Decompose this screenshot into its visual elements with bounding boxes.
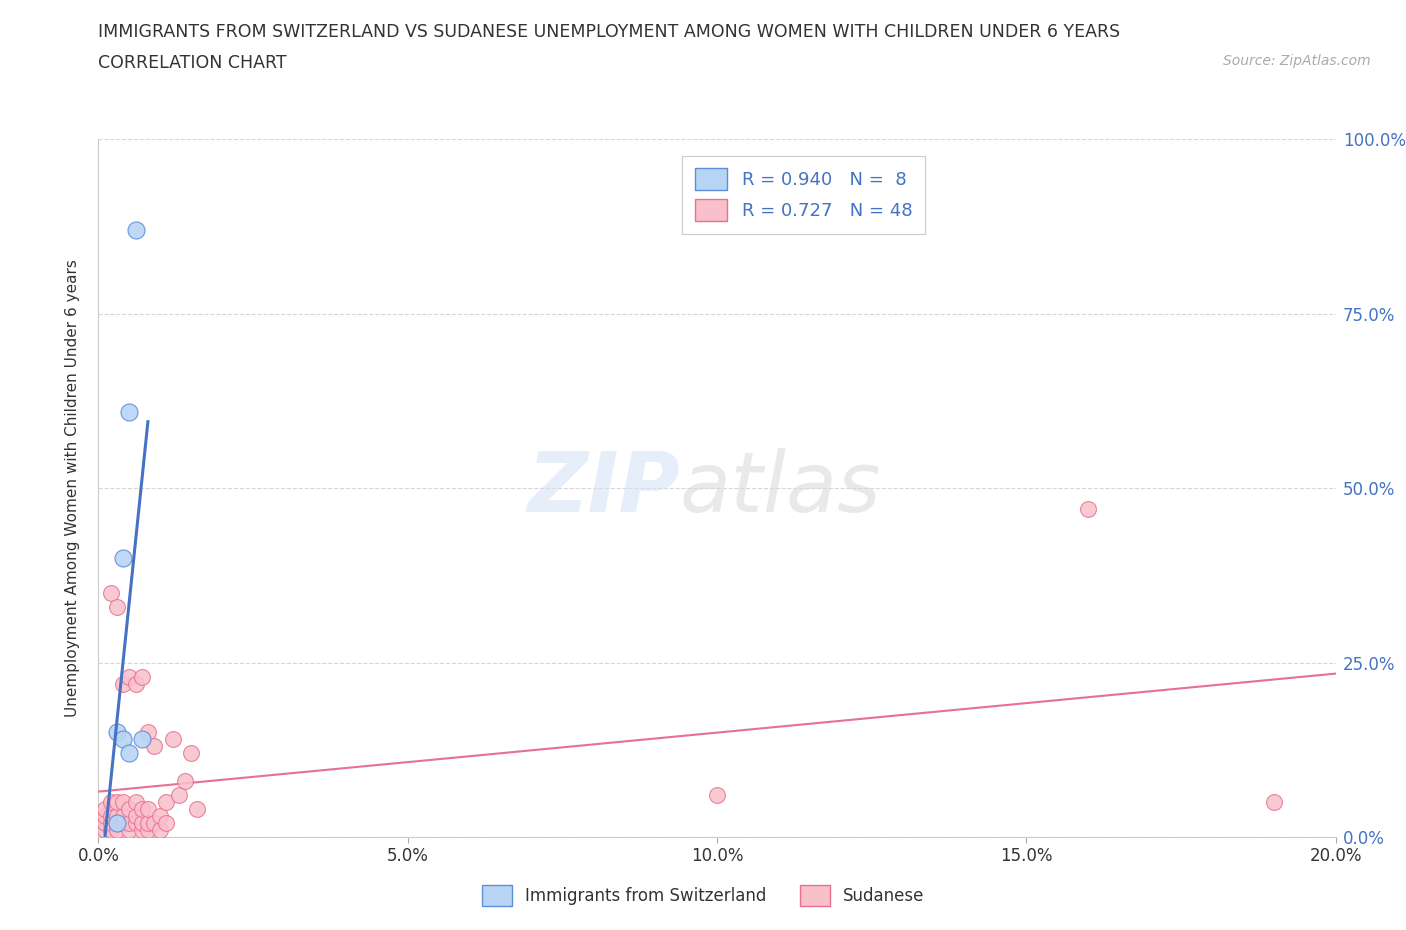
Point: [149, 809, 172, 824]
Point: [124, 676, 146, 691]
Point: [1077, 502, 1099, 517]
Point: [124, 809, 146, 824]
Point: [100, 823, 122, 838]
Point: [118, 802, 141, 817]
Text: Source: ZipAtlas.com: Source: ZipAtlas.com: [1223, 54, 1371, 68]
Point: [105, 816, 128, 830]
Point: [112, 809, 135, 824]
Legend: R = 0.940   N =  8, R = 0.727   N = 48: R = 0.940 N = 8, R = 0.727 N = 48: [682, 155, 925, 233]
Point: [143, 816, 166, 830]
Point: [112, 794, 135, 809]
Point: [105, 794, 128, 809]
Legend: Immigrants from Switzerland, Sudanese: Immigrants from Switzerland, Sudanese: [475, 879, 931, 912]
Point: [93, 809, 115, 824]
Text: ZIP: ZIP: [527, 447, 681, 529]
Y-axis label: Unemployment Among Women with Children Under 6 years: Unemployment Among Women with Children U…: [65, 259, 80, 717]
Point: [131, 732, 153, 747]
Point: [118, 823, 141, 838]
Point: [155, 794, 177, 809]
Point: [112, 551, 135, 565]
Point: [124, 223, 146, 238]
Point: [100, 809, 122, 824]
Text: atlas: atlas: [681, 447, 882, 529]
Point: [105, 600, 128, 615]
Point: [180, 746, 202, 761]
Point: [93, 823, 115, 838]
Point: [100, 794, 122, 809]
Point: [105, 725, 128, 740]
Point: [100, 586, 122, 601]
Point: [136, 725, 159, 740]
Point: [136, 802, 159, 817]
Point: [93, 816, 115, 830]
Point: [93, 802, 115, 817]
Point: [186, 802, 208, 817]
Point: [136, 816, 159, 830]
Text: CORRELATION CHART: CORRELATION CHART: [98, 54, 287, 72]
Point: [131, 816, 153, 830]
Point: [112, 732, 135, 747]
Point: [118, 746, 141, 761]
Point: [131, 802, 153, 817]
Point: [118, 404, 141, 418]
Point: [167, 788, 190, 803]
Point: [100, 816, 122, 830]
Point: [112, 676, 135, 691]
Point: [1263, 794, 1285, 809]
Point: [131, 670, 153, 684]
Point: [124, 816, 146, 830]
Point: [118, 670, 141, 684]
Point: [105, 816, 128, 830]
Point: [118, 816, 141, 830]
Point: [112, 816, 135, 830]
Point: [105, 823, 128, 838]
Point: [174, 774, 197, 789]
Text: IMMIGRANTS FROM SWITZERLAND VS SUDANESE UNEMPLOYMENT AMONG WOMEN WITH CHILDREN U: IMMIGRANTS FROM SWITZERLAND VS SUDANESE …: [98, 23, 1121, 41]
Point: [162, 732, 184, 747]
Point: [131, 823, 153, 838]
Point: [149, 823, 172, 838]
Point: [155, 816, 177, 830]
Point: [124, 794, 146, 809]
Point: [105, 809, 128, 824]
Point: [143, 738, 166, 753]
Point: [136, 823, 159, 838]
Point: [706, 788, 728, 803]
